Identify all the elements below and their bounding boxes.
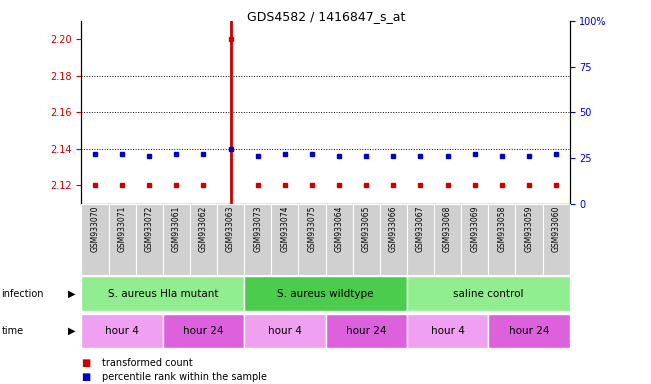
Text: GSM933065: GSM933065 xyxy=(362,206,370,252)
Text: GSM933074: GSM933074 xyxy=(281,206,289,252)
Bar xyxy=(380,204,407,275)
Text: ▶: ▶ xyxy=(68,289,76,299)
Bar xyxy=(109,204,135,275)
Bar xyxy=(163,204,190,275)
Text: ■: ■ xyxy=(81,372,90,382)
Text: time: time xyxy=(1,326,23,336)
Bar xyxy=(542,204,570,275)
Text: hour 4: hour 4 xyxy=(430,326,465,336)
Text: ▶: ▶ xyxy=(68,326,76,336)
Bar xyxy=(81,276,244,311)
Bar xyxy=(217,204,244,275)
Text: GSM933064: GSM933064 xyxy=(335,206,344,252)
Bar xyxy=(244,276,407,311)
Text: GSM933067: GSM933067 xyxy=(416,206,425,252)
Text: GSM933062: GSM933062 xyxy=(199,206,208,252)
Text: hour 4: hour 4 xyxy=(268,326,302,336)
Text: GSM933061: GSM933061 xyxy=(172,206,181,252)
Bar xyxy=(407,314,488,348)
Text: hour 24: hour 24 xyxy=(508,326,549,336)
Text: GSM933071: GSM933071 xyxy=(118,206,126,252)
Text: hour 4: hour 4 xyxy=(105,326,139,336)
Text: GSM933058: GSM933058 xyxy=(497,206,506,252)
Text: GSM933059: GSM933059 xyxy=(525,206,533,252)
Bar xyxy=(244,204,271,275)
Bar xyxy=(516,204,542,275)
Bar xyxy=(244,314,326,348)
Text: GSM933060: GSM933060 xyxy=(551,206,561,252)
Text: GSM933073: GSM933073 xyxy=(253,206,262,252)
Bar xyxy=(353,204,380,275)
Bar xyxy=(81,314,163,348)
Text: GSM933066: GSM933066 xyxy=(389,206,398,252)
Text: GSM933075: GSM933075 xyxy=(307,206,316,252)
Bar xyxy=(190,204,217,275)
Bar xyxy=(407,276,570,311)
Bar xyxy=(326,314,407,348)
Text: GSM933072: GSM933072 xyxy=(145,206,154,252)
Text: S. aureus Hla mutant: S. aureus Hla mutant xyxy=(107,289,218,299)
Text: GSM933069: GSM933069 xyxy=(470,206,479,252)
Bar xyxy=(81,204,109,275)
Text: saline control: saline control xyxy=(453,289,523,299)
Text: ■: ■ xyxy=(81,358,90,368)
Text: hour 24: hour 24 xyxy=(183,326,224,336)
Text: hour 24: hour 24 xyxy=(346,326,387,336)
Text: GSM933070: GSM933070 xyxy=(90,206,100,252)
Text: GDS4582 / 1416847_s_at: GDS4582 / 1416847_s_at xyxy=(247,10,406,23)
Text: percentile rank within the sample: percentile rank within the sample xyxy=(102,372,267,382)
Bar xyxy=(461,204,488,275)
Bar xyxy=(488,314,570,348)
Bar xyxy=(326,204,353,275)
Bar xyxy=(271,204,298,275)
Bar xyxy=(298,204,326,275)
Bar xyxy=(407,204,434,275)
Text: infection: infection xyxy=(1,289,44,299)
Text: S. aureus wildtype: S. aureus wildtype xyxy=(277,289,374,299)
Text: GSM933068: GSM933068 xyxy=(443,206,452,252)
Text: GSM933063: GSM933063 xyxy=(226,206,235,252)
Bar xyxy=(135,204,163,275)
Bar xyxy=(163,314,244,348)
Bar xyxy=(434,204,461,275)
Bar xyxy=(488,204,516,275)
Text: transformed count: transformed count xyxy=(102,358,193,368)
